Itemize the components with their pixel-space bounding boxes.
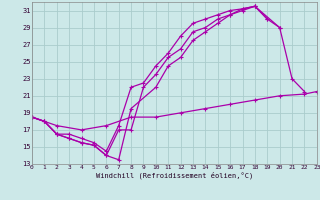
X-axis label: Windchill (Refroidissement éolien,°C): Windchill (Refroidissement éolien,°C) — [96, 172, 253, 179]
